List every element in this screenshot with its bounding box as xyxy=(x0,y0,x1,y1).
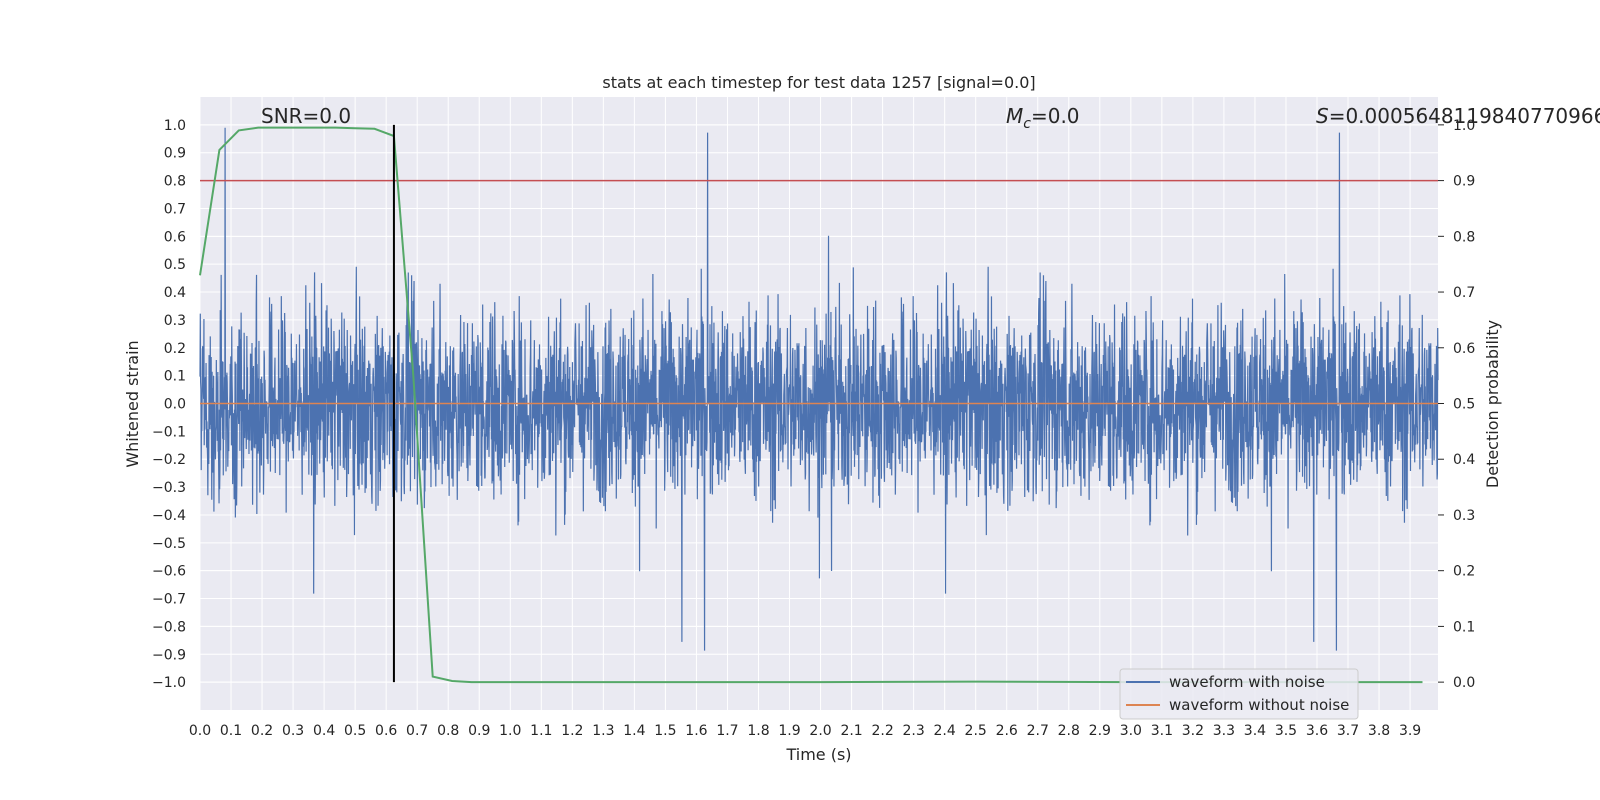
x-tick-label: 1.6 xyxy=(685,723,707,739)
x-tick-label: 1.5 xyxy=(654,723,676,739)
x-tick-label: 1.1 xyxy=(530,723,552,739)
x-tick-label: 1.4 xyxy=(623,723,645,739)
y-tick-label: 0.2 xyxy=(164,341,186,357)
y-tick-label: −0.9 xyxy=(152,647,186,663)
y-tick-label: 0.8 xyxy=(164,174,186,190)
y-right-tick-label: 0.0 xyxy=(1453,675,1475,691)
x-tick-label: 0.4 xyxy=(313,723,335,739)
y-right-tick-label: 0.6 xyxy=(1453,341,1475,357)
y-right-tick-label: 0.2 xyxy=(1453,564,1475,580)
legend: waveform with noise waveform without noi… xyxy=(1119,668,1359,720)
x-tick-label: 0.0 xyxy=(189,723,211,739)
y-right-tick-label: 0.3 xyxy=(1453,508,1475,524)
x-tick-label: 3.6 xyxy=(1306,723,1328,739)
x-tick-label: 1.0 xyxy=(499,723,521,739)
x-tick-label: 0.1 xyxy=(220,723,242,739)
x-tick-label: 0.2 xyxy=(251,723,273,739)
snr-annotation: SNR=0.0 xyxy=(261,104,351,128)
y-right-tick-label: 0.5 xyxy=(1453,397,1475,413)
y-tick-label: 0.7 xyxy=(164,201,186,217)
y-tick-label: 0.3 xyxy=(164,313,186,329)
y-tick-label: 0.6 xyxy=(164,229,186,245)
y-tick-label: 0.9 xyxy=(164,146,186,162)
x-tick-label: 2.1 xyxy=(840,723,862,739)
x-tick-label: 3.4 xyxy=(1244,723,1266,739)
y-tick-label: −1.0 xyxy=(152,675,186,691)
score-annotation: S=0.0005648119840770966 xyxy=(1316,104,1600,128)
y-right-tick-labels: 1.0 0.9 0.8 0.7 0.6 0.5 0.4 0.3 0.2 0.1 0.0 xyxy=(1438,118,1475,691)
y-tick-label: −0.2 xyxy=(152,452,186,468)
detection-probability-line xyxy=(199,126,1423,684)
x-tick-labels: 0.0 0.1 0.2 0.3 0.4 0.5 0.6 0.7 0.8 0.9 1.0 1.1 1.2 1… xyxy=(189,723,1421,739)
legend-label-clean: waveform without noise xyxy=(1169,696,1349,714)
x-tick-label: 3.7 xyxy=(1337,723,1359,739)
y-tick-label: 1.0 xyxy=(164,118,186,134)
x-tick-label: 0.7 xyxy=(406,723,428,739)
x-tick-label: 0.3 xyxy=(282,723,304,739)
chirp-mass-symbol: M xyxy=(1006,104,1023,128)
y-tick-label: 0.4 xyxy=(164,285,186,301)
y-tick-label: 0.1 xyxy=(164,369,186,385)
waveform-with-noise-line xyxy=(199,127,1439,651)
x-tick-label: 0.8 xyxy=(437,723,459,739)
x-tick-label: 1.7 xyxy=(716,723,738,739)
y-tick-label: 0.5 xyxy=(164,257,186,273)
x-tick-label: 3.8 xyxy=(1368,723,1390,739)
y-tick-label: −0.4 xyxy=(152,508,186,524)
chirp-mass-value: =0.0 xyxy=(1031,104,1080,128)
score-symbol: S xyxy=(1316,104,1329,128)
chirp-mass-annotation: Mc=0.0 xyxy=(1006,104,1080,132)
y-tick-label: −0.5 xyxy=(152,536,186,552)
x-tick-label: 1.8 xyxy=(747,723,769,739)
y-right-tick-label: 1.0 xyxy=(1453,118,1475,134)
x-tick-label: 2.8 xyxy=(1058,723,1080,739)
x-tick-label: 2.6 xyxy=(996,723,1018,739)
x-tick-label: 1.2 xyxy=(561,723,583,739)
x-tick-label: 2.0 xyxy=(809,723,831,739)
x-tick-label: 3.3 xyxy=(1213,723,1235,739)
x-tick-label: 2.9 xyxy=(1089,723,1111,739)
x-axis-label: Time (s) xyxy=(785,745,851,764)
chirp-mass-subscript: c xyxy=(1023,116,1031,132)
legend-label-noise: waveform with noise xyxy=(1169,673,1325,691)
y-tick-label: −0.6 xyxy=(152,564,186,580)
x-tick-label: 3.9 xyxy=(1399,723,1421,739)
overlays xyxy=(199,124,1438,684)
x-tick-label: 3.1 xyxy=(1151,723,1173,739)
y-tick-label: −0.3 xyxy=(152,480,186,496)
x-tick-label: 1.9 xyxy=(778,723,800,739)
y-tick-labels: 1.0 0.9 0.8 0.7 0.6 0.5 0.4 0.3 0.2 0.1 0.0 −0.1 −0.… xyxy=(152,118,186,691)
y-right-tick-label: 0.9 xyxy=(1453,174,1475,190)
y-right-tick-label: 0.8 xyxy=(1453,229,1475,245)
y-right-axis-label: Detection probability xyxy=(1483,320,1502,488)
x-tick-label: 2.3 xyxy=(903,723,925,739)
x-tick-label: 1.3 xyxy=(592,723,614,739)
legend-box xyxy=(1119,668,1359,720)
y-right-tick-label: 0.1 xyxy=(1453,619,1475,635)
y-tick-label: −0.1 xyxy=(152,424,186,440)
x-tick-label: 2.7 xyxy=(1027,723,1049,739)
x-tick-label: 2.4 xyxy=(934,723,956,739)
y-tick-label: 0.0 xyxy=(164,397,186,413)
x-tick-label: 2.2 xyxy=(871,723,893,739)
y-right-tick-label: 0.7 xyxy=(1453,285,1475,301)
x-tick-label: 0.9 xyxy=(468,723,490,739)
x-tick-label: 3.5 xyxy=(1275,723,1297,739)
x-tick-label: 2.5 xyxy=(965,723,987,739)
x-tick-label: 0.6 xyxy=(375,723,397,739)
waveform-with-noise-series xyxy=(199,127,1439,651)
chart-title: stats at each timestep for test data 125… xyxy=(602,73,1035,92)
x-tick-label: 3.2 xyxy=(1182,723,1204,739)
x-tick-label: 3.0 xyxy=(1120,723,1142,739)
y-tick-label: −0.7 xyxy=(152,592,186,608)
y-right-tick-label: 0.4 xyxy=(1453,452,1475,468)
y-tick-label: −0.8 xyxy=(152,619,186,635)
y-axis-label: Whitened strain xyxy=(123,340,142,467)
score-value: =0.0005648119840770966 xyxy=(1329,104,1600,128)
x-tick-label: 0.5 xyxy=(344,723,366,739)
